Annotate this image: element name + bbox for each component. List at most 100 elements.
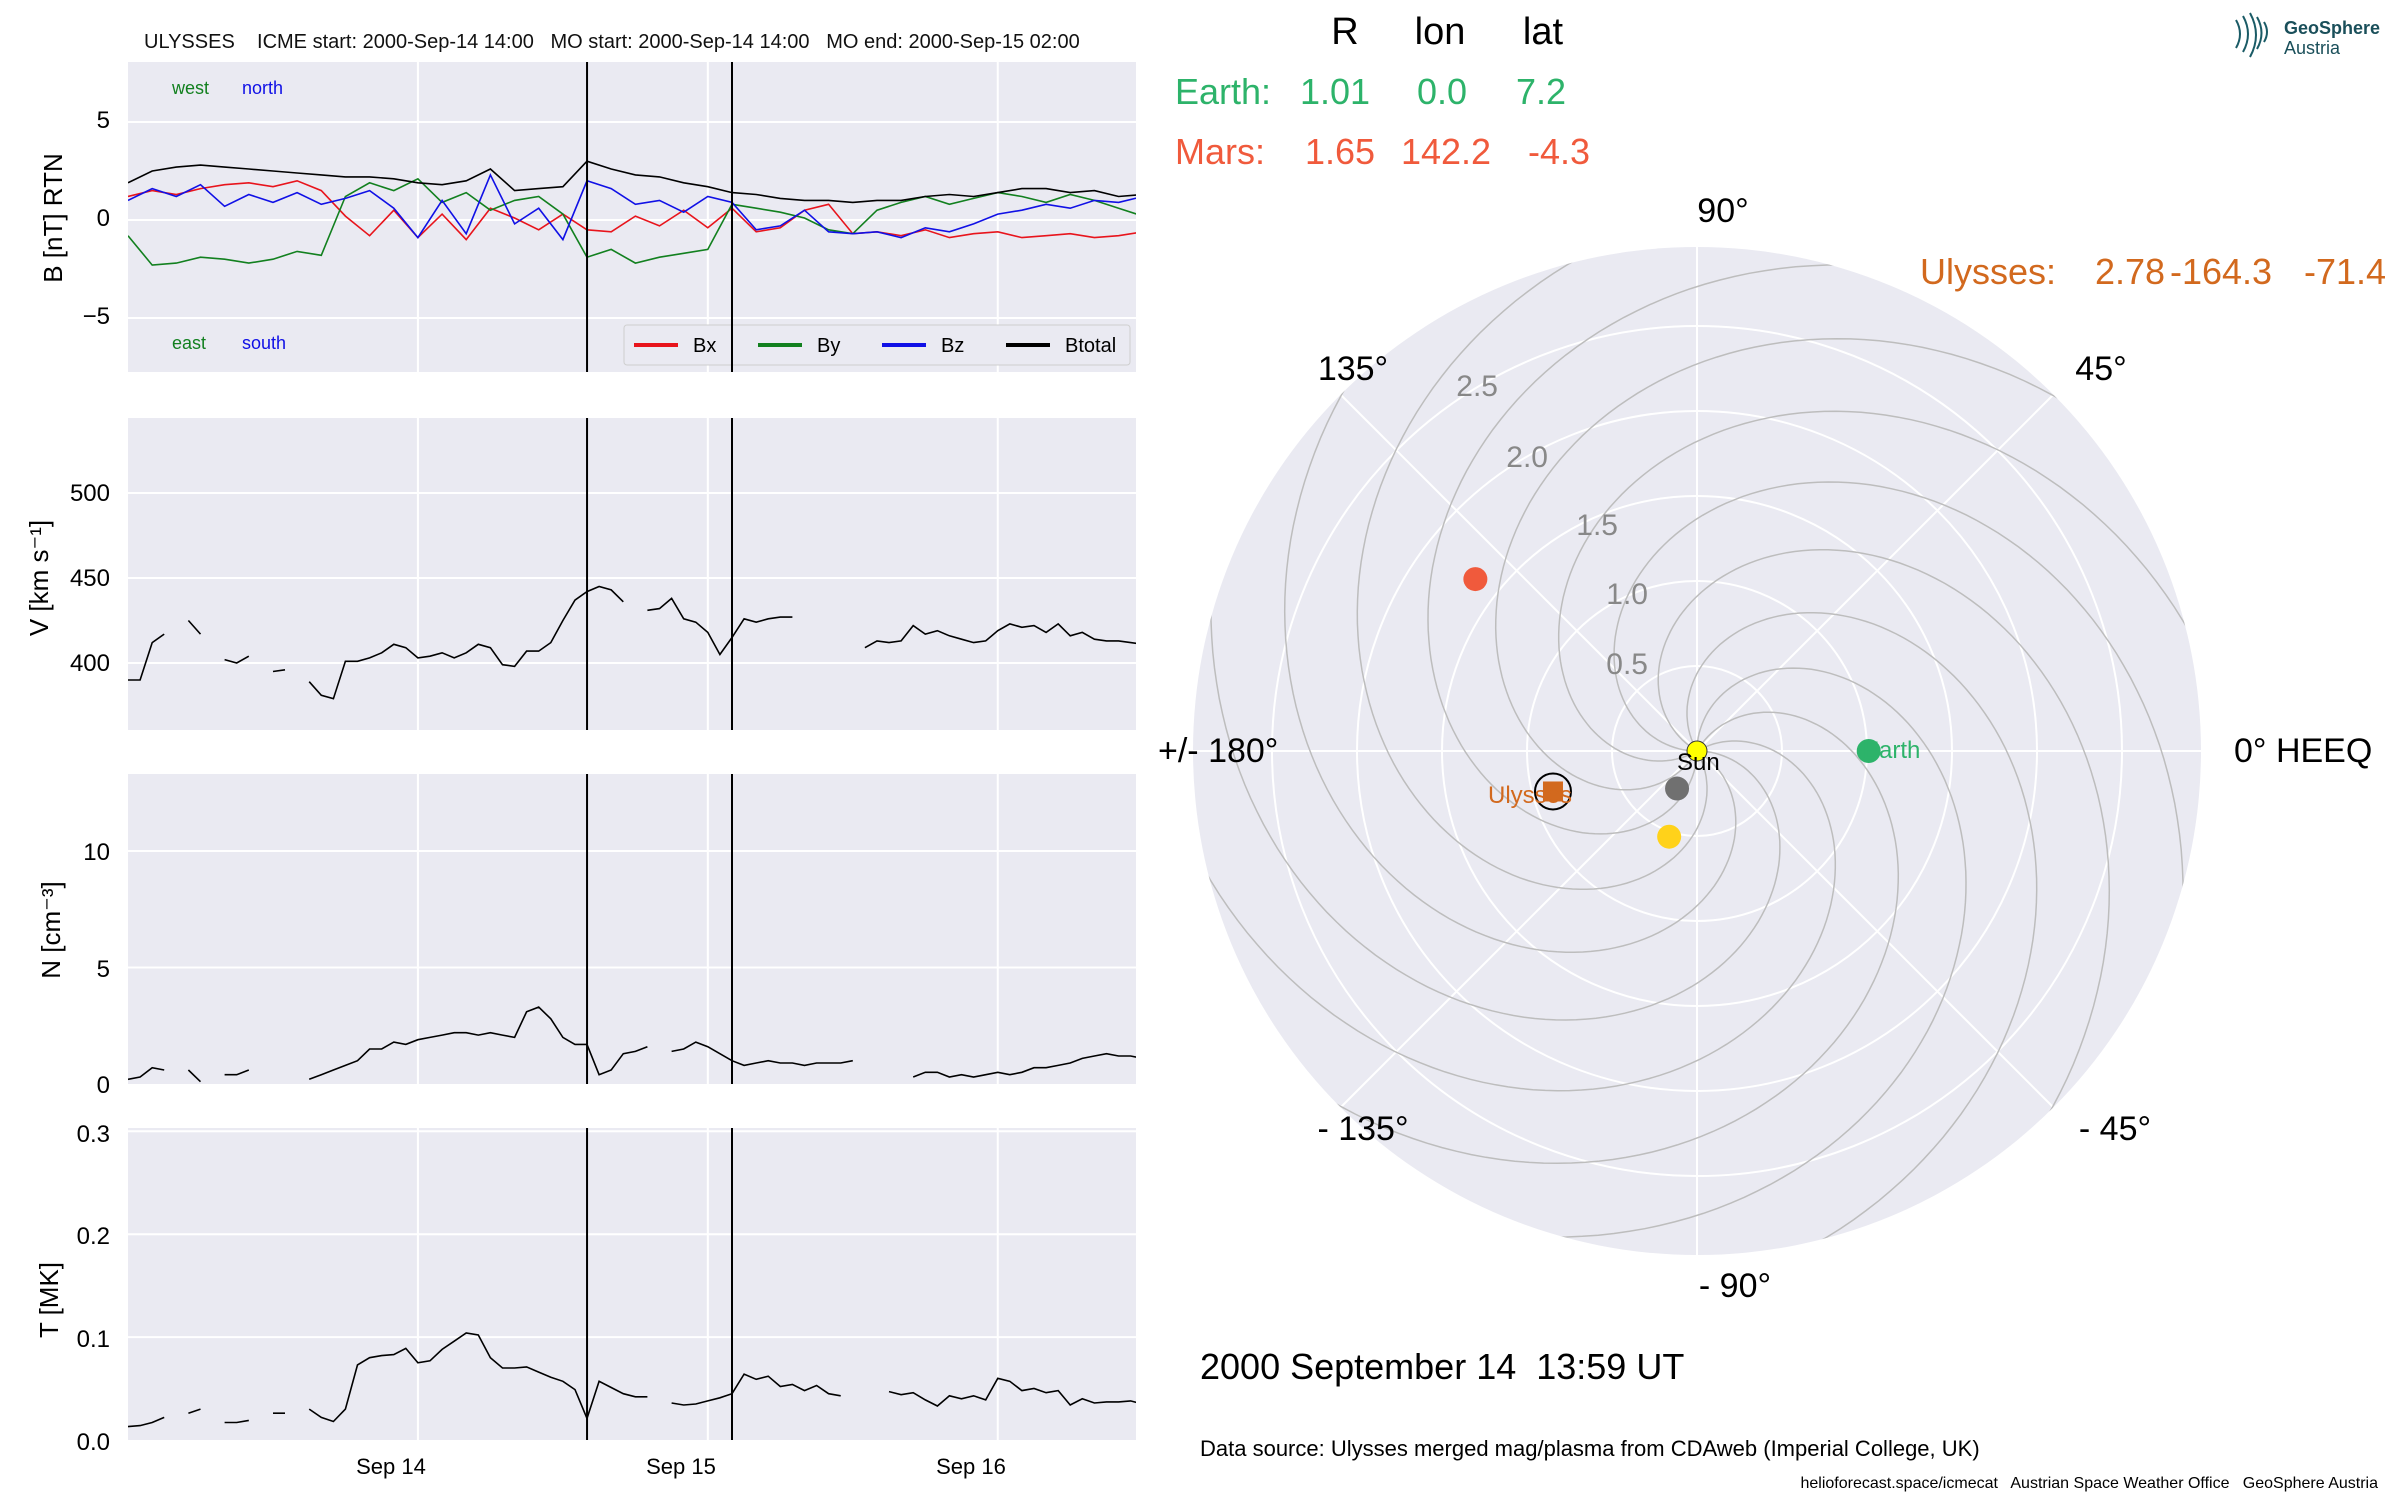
parker-spiral-line (1356, 247, 1708, 891)
b-tick-5: 5 (97, 107, 110, 134)
logo-text-line1: GeoSphere (2284, 18, 2380, 38)
earth-row-lat: 7.2 (1516, 71, 1566, 112)
timestamp: 2000 September 14 13:59 UT (1200, 1346, 1684, 1387)
mars-row-lat: -4.3 (1528, 131, 1590, 172)
n-tick-5: 5 (97, 956, 110, 983)
sun-label: Sun (1677, 749, 1720, 776)
parker-spiral-line (1613, 481, 2184, 1031)
parker-spiral-line (1283, 275, 1737, 954)
b-tick-0: 0 (97, 205, 110, 232)
polar-angle-135: 135° (1318, 350, 1388, 388)
annot-west: west (171, 78, 209, 98)
series-line-t (128, 1332, 1136, 1428)
ulysses-row-lon: -164.3 (2170, 251, 2272, 292)
polar-rtick-1.0: 1.0 (1606, 578, 1648, 611)
series-line-v (128, 585, 1136, 700)
ulysses-label: Ulysses (1488, 782, 1572, 809)
polar-angle-m45: - 45° (2079, 1110, 2151, 1148)
earth-marker (1856, 739, 1881, 763)
n-tick-0: 0 (97, 1072, 110, 1099)
t-panel: 0.3 0.2 0.1 0.0 T [MK] (34, 1121, 1136, 1456)
v-tick-450: 450 (70, 565, 110, 592)
legend-label-by: By (817, 335, 840, 357)
legend-label-bz: Bz (941, 335, 964, 357)
col-header-lon: lon (1415, 11, 1466, 53)
annot-north: north (242, 78, 283, 98)
v-panel: 500 450 400 V [km s⁻¹] (24, 418, 1136, 730)
polar-spoke (1696, 393, 2055, 752)
polar-spoke (1339, 393, 1698, 752)
polar-rtick-2.5: 2.5 (1456, 370, 1498, 403)
annot-east: east (172, 333, 206, 353)
series-line-by (128, 177, 1136, 266)
geosphere-logo: GeoSphere Austria (2235, 12, 2380, 58)
legend-label-btotal: Btotal (1065, 335, 1116, 357)
earth-row-label: Earth: (1175, 71, 1271, 112)
col-header-r: R (1331, 11, 1358, 53)
t-panel-bg (128, 1128, 1136, 1440)
n-tick-10: 10 (83, 839, 110, 866)
parker-spiral-line (1657, 548, 2111, 1227)
earth-label: Earth (1863, 737, 1920, 764)
earth-row-r: 1.01 (1300, 71, 1370, 112)
polar-rtick-0.5: 0.5 (1606, 648, 1648, 681)
parker-spiral-line (1686, 611, 2038, 1255)
plot-title: ULYSSES ICME start: 2000-Sep-14 14:00 MO… (144, 31, 1080, 53)
col-header-lat: lat (1523, 11, 1564, 53)
polar-angle-m90: - 90° (1699, 1267, 1771, 1305)
mars-row-label: Mars: (1175, 131, 1265, 172)
b-ylabel: B [nT] RTN (38, 153, 68, 283)
ulysses-marker (1542, 781, 1563, 802)
parker-spiral-line (1193, 740, 1837, 1092)
b-legend: Bx By Bz Btotal (623, 324, 1131, 366)
polar-angle-180: +/- 180° (1158, 732, 1278, 770)
planet-marker-5 (1657, 824, 1682, 849)
mars-row-lon: 142.2 (1401, 131, 1491, 172)
series-line-bz (128, 172, 1136, 242)
mars-row-r: 1.65 (1305, 131, 1375, 172)
x-tick-sep16: Sep 16 (936, 1454, 1006, 1479)
series-line-bx (128, 179, 1136, 241)
parker-spiral-line (1557, 410, 2201, 762)
ulysses-row-r: 2.78 (2095, 251, 2165, 292)
footer-credits: helioforecast.space/icmecat Austrian Spa… (1801, 1475, 2379, 1492)
polar-spoke (1339, 750, 1698, 1109)
polar-rtick-1.5: 1.5 (1576, 509, 1618, 542)
t-tick-0.2: 0.2 (77, 1223, 110, 1250)
b-panel: 5 0 −5 B [nT] RTN west north east south … (38, 62, 1136, 372)
n-ylabel: N [cm⁻³] (36, 881, 66, 979)
polar-spoke (1696, 750, 2055, 1109)
mars-marker (1463, 567, 1488, 592)
series-line-n (128, 1006, 1136, 1083)
polar-angle-45: 45° (2075, 350, 2126, 388)
ulysses-row-lat: -71.4 (2304, 251, 2386, 292)
legend-box (623, 324, 1131, 366)
polar-angle-m135: - 135° (1317, 1110, 1408, 1148)
t-ylabel: T [MK] (34, 1262, 64, 1338)
t-tick-0.1: 0.1 (77, 1326, 110, 1353)
v-tick-500: 500 (70, 480, 110, 507)
planet-marker-4 (1665, 776, 1690, 801)
b-panel-bg (128, 62, 1136, 372)
series-line-btotal (128, 160, 1136, 204)
parker-spiral-line (1417, 667, 1967, 1238)
polar-rtick-2.0: 2.0 (1506, 441, 1548, 474)
b-tick-m5: −5 (83, 303, 110, 330)
x-tick-sep15: Sep 15 (646, 1454, 716, 1479)
v-panel-bg (128, 418, 1136, 730)
v-tick-400: 400 (70, 650, 110, 677)
legend-label-bx: Bx (693, 335, 716, 357)
parker-spiral-line (1427, 264, 1977, 835)
logo-text-line2: Austria (2284, 38, 2341, 58)
n-panel-bg (128, 774, 1136, 1084)
annot-south: south (242, 333, 286, 353)
polar-angle-90: 90° (1697, 192, 1748, 230)
parker-spiral-line (1494, 337, 2173, 791)
x-tick-sep14: Sep 14 (356, 1454, 426, 1479)
polar-angle-0: 0° HEEQ (2234, 732, 2372, 770)
position-table: R lon lat Earth: 1.01 0.0 7.2 Mars: 1.65… (1175, 11, 2386, 292)
data-source: Data source: Ulysses merged mag/plasma f… (1200, 1436, 1980, 1461)
polar-plot: 0.5 1.0 1.5 2.0 2.5 90° 45° 0° HEEQ - 45… (1158, 192, 2372, 1305)
earth-row-lon: 0.0 (1417, 71, 1467, 112)
